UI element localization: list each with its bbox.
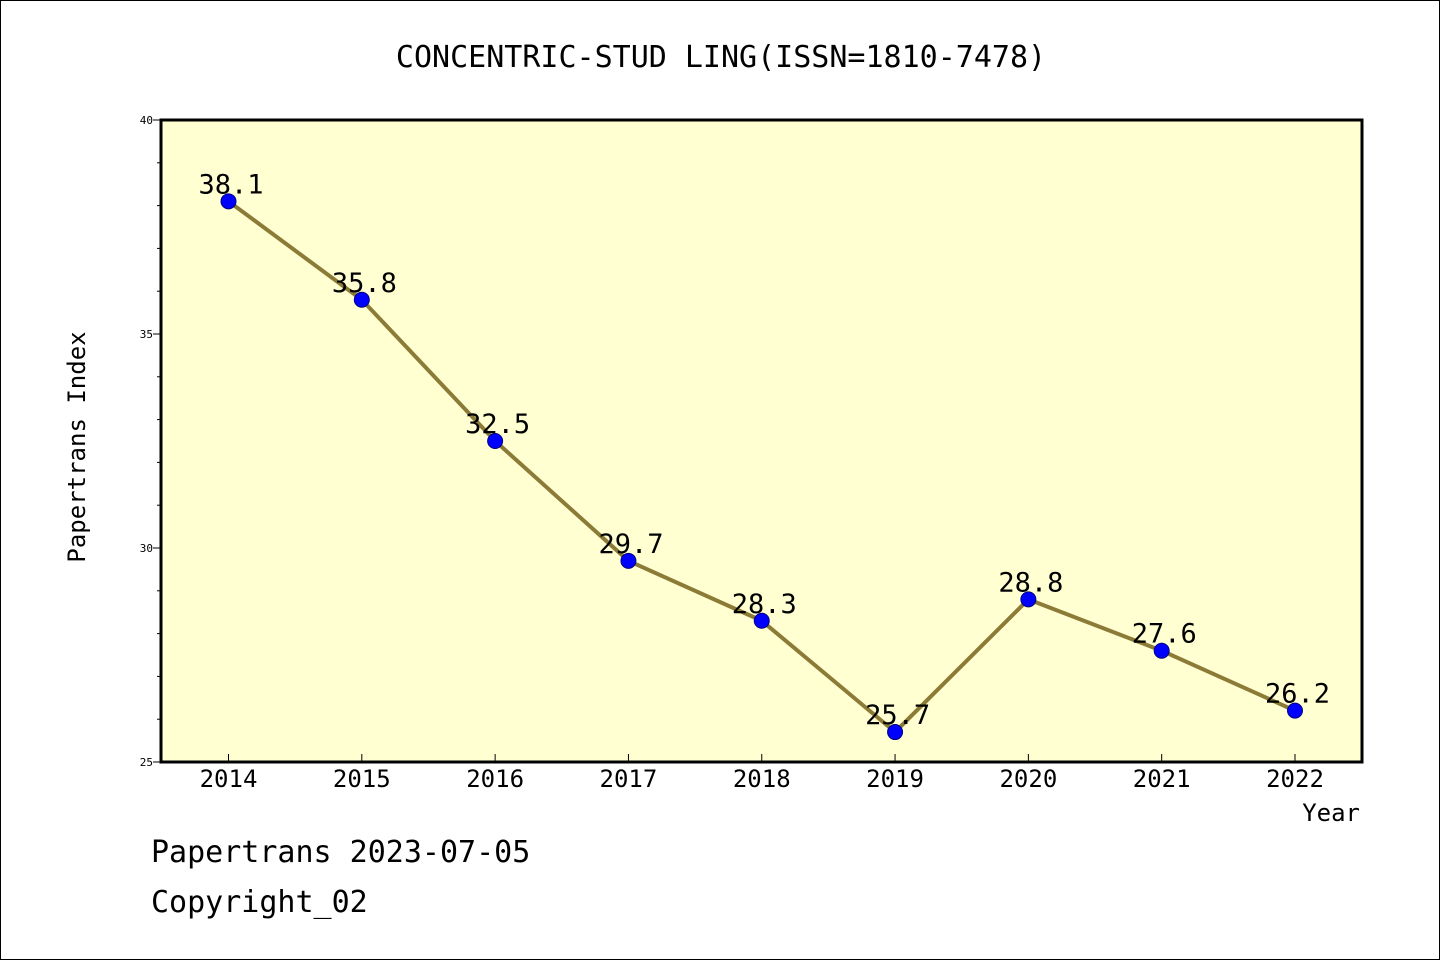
y-axis-ticks: 25 30 35 40: [140, 114, 161, 769]
data-label: 35.8: [332, 268, 397, 299]
x-tick-label: 2020: [999, 765, 1057, 793]
x-axis-label: Year: [1302, 799, 1360, 827]
data-point-marker: [353, 291, 370, 308]
plot-area: [159, 118, 1364, 764]
x-tick-label: 2016: [466, 765, 524, 793]
data-point-marker: [1153, 642, 1170, 659]
data-label: 38.1: [199, 169, 264, 200]
x-tick-label: 2018: [733, 765, 791, 793]
data-label: 29.7: [598, 529, 663, 560]
x-tick-label: 2022: [1266, 765, 1324, 793]
data-label: 25.7: [865, 700, 930, 731]
footer-copyright-text: Copyright_02: [151, 885, 368, 920]
y-tick-label: 35: [140, 328, 153, 341]
y-tick-label: 40: [140, 114, 153, 127]
y-tick-label: 30: [140, 542, 153, 555]
y-axis-label: Papertrans Index: [63, 331, 91, 562]
data-label: 27.6: [1132, 619, 1197, 650]
x-tick-label: 2017: [600, 765, 658, 793]
x-tick-label: 2014: [200, 765, 258, 793]
x-tick-label: 2021: [1133, 765, 1191, 793]
data-point-marker: [753, 612, 770, 629]
data-point-marker: [1287, 702, 1303, 719]
x-axis-ticks: 2014 2015 2016 2017 2018 2019 2020 2021 2022: [200, 754, 1324, 793]
y-tick-label: 25: [140, 756, 153, 769]
data-label: 26.2: [1265, 679, 1330, 710]
footer-date-text: Papertrans 2023-07-05: [151, 835, 531, 870]
series-layer: 38.1 35.8 32.5 29.7 28.3 25.7 28.8 27.6 26.2: [199, 169, 1330, 741]
data-point-marker: [487, 433, 504, 449]
data-point-marker: [887, 724, 904, 741]
data-label: 28.8: [998, 567, 1063, 598]
data-point-marker: [1020, 591, 1037, 608]
chart-title: CONCENTRIC-STUD LING(ISSN=1810-7478): [396, 40, 1046, 75]
data-point-marker: [220, 193, 237, 210]
x-tick-label: 2015: [333, 765, 391, 793]
x-tick-label: 2019: [866, 765, 924, 793]
data-label: 28.3: [732, 589, 797, 620]
data-label: 32.5: [465, 409, 530, 440]
data-point-marker: [620, 552, 637, 569]
